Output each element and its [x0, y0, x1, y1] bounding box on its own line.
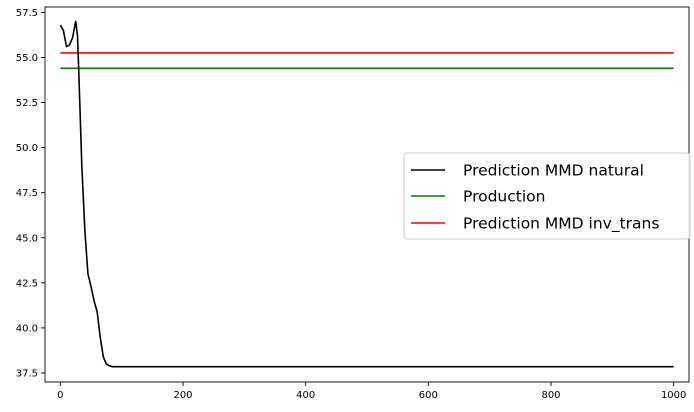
legend-label-prediction-mmd-natural: Prediction MMD natural: [463, 162, 644, 180]
x-tick-label: 400: [296, 390, 315, 401]
x-tick-label: 600: [419, 390, 438, 401]
x-tick-label: 200: [173, 390, 192, 401]
x-tick-label: 800: [541, 390, 560, 401]
legend-box: [403, 152, 691, 240]
y-axis: 37.5 40.0 42.5 45.0 47.5 50.0 52.5 55.0 57.5: [16, 8, 45, 379]
x-axis: 0 200 400 600 800 1000: [57, 382, 686, 401]
x-tick-label: 1000: [661, 390, 686, 401]
y-tick-label: 37.5: [16, 368, 38, 379]
series-layer: [59, 20, 674, 368]
y-tick-label: 42.5: [16, 278, 38, 289]
series-line-prediction-mmd-natural: [59, 20, 674, 368]
y-tick-label: 57.5: [16, 8, 38, 19]
y-tick-label: 40.0: [16, 323, 38, 334]
y-tick-label: 50.0: [16, 143, 38, 154]
y-tick-label: 55.0: [16, 53, 38, 64]
y-tick-label: 45.0: [16, 233, 38, 244]
legend: Prediction MMD natural Production Predic…: [403, 152, 691, 240]
y-tick-label: 52.5: [16, 98, 38, 109]
legend-label-prediction-mmd-inv-trans: Prediction MMD inv_trans: [463, 215, 659, 234]
legend-label-production: Production: [463, 188, 545, 206]
x-tick-label: 0: [57, 390, 63, 401]
y-tick-label: 47.5: [16, 188, 38, 199]
